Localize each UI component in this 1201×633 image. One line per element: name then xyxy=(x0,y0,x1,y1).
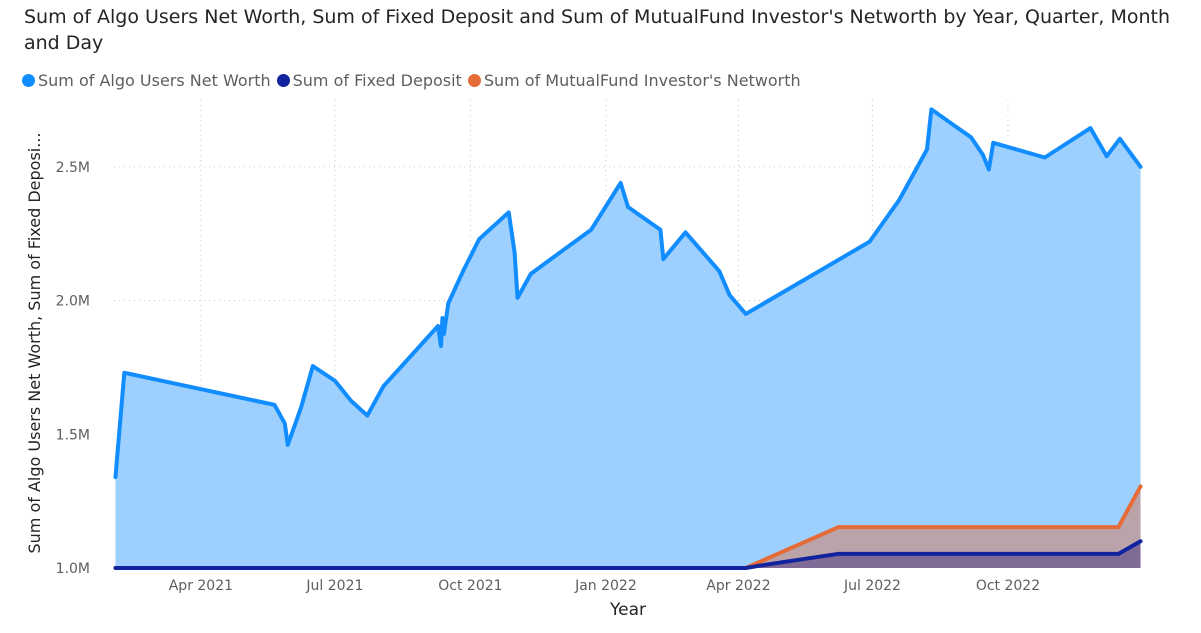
legend-item-fixed-deposit[interactable]: Sum of Fixed Deposit xyxy=(276,71,462,90)
x-tick-label: Apr 2022 xyxy=(706,578,770,594)
legend-dot-icon xyxy=(276,74,290,87)
x-tick-label: Oct 2022 xyxy=(976,578,1040,594)
y-tick-label: 2.0M xyxy=(56,294,90,310)
legend: Sum of Algo Users Net Worth Sum of Fixed… xyxy=(22,71,807,90)
x-tick-label: Apr 2021 xyxy=(169,578,233,594)
x-tick-label: Jan 2022 xyxy=(574,578,637,594)
y-tick-label: 1.5M xyxy=(56,427,90,443)
x-tick-label: Oct 2021 xyxy=(438,578,502,594)
y-tick-label: 1.0M xyxy=(56,561,90,577)
y-tick-label: 2.5M xyxy=(56,160,90,176)
legend-label: Sum of MutualFund Investor's Networth xyxy=(483,71,801,90)
x-axis-title: Year xyxy=(609,600,646,620)
series-area-0 xyxy=(115,109,1141,569)
x-tick-label: Jul 2022 xyxy=(843,578,901,594)
chart-title: Sum of Algo Users Net Worth, Sum of Fixe… xyxy=(24,6,1171,54)
legend-dot-icon xyxy=(467,74,481,87)
series-area-1 xyxy=(115,541,1141,568)
series-area-2 xyxy=(115,486,1141,568)
series-line-0[interactable] xyxy=(113,107,1143,480)
legend-dot-icon xyxy=(22,74,35,87)
x-tick-label: Jul 2021 xyxy=(305,578,363,594)
series-line-1[interactable] xyxy=(113,539,1143,570)
legend-label: Sum of Algo Users Net Worth xyxy=(38,71,271,90)
legend-item-mutualfund[interactable]: Sum of MutualFund Investor's Networth xyxy=(467,71,801,90)
legend-label: Sum of Fixed Deposit xyxy=(292,71,462,90)
legend-item-algo-users[interactable]: Sum of Algo Users Net Worth xyxy=(22,71,271,90)
y-axis-title: Sum of Algo Users Net Worth, Sum of Fixe… xyxy=(25,133,44,554)
